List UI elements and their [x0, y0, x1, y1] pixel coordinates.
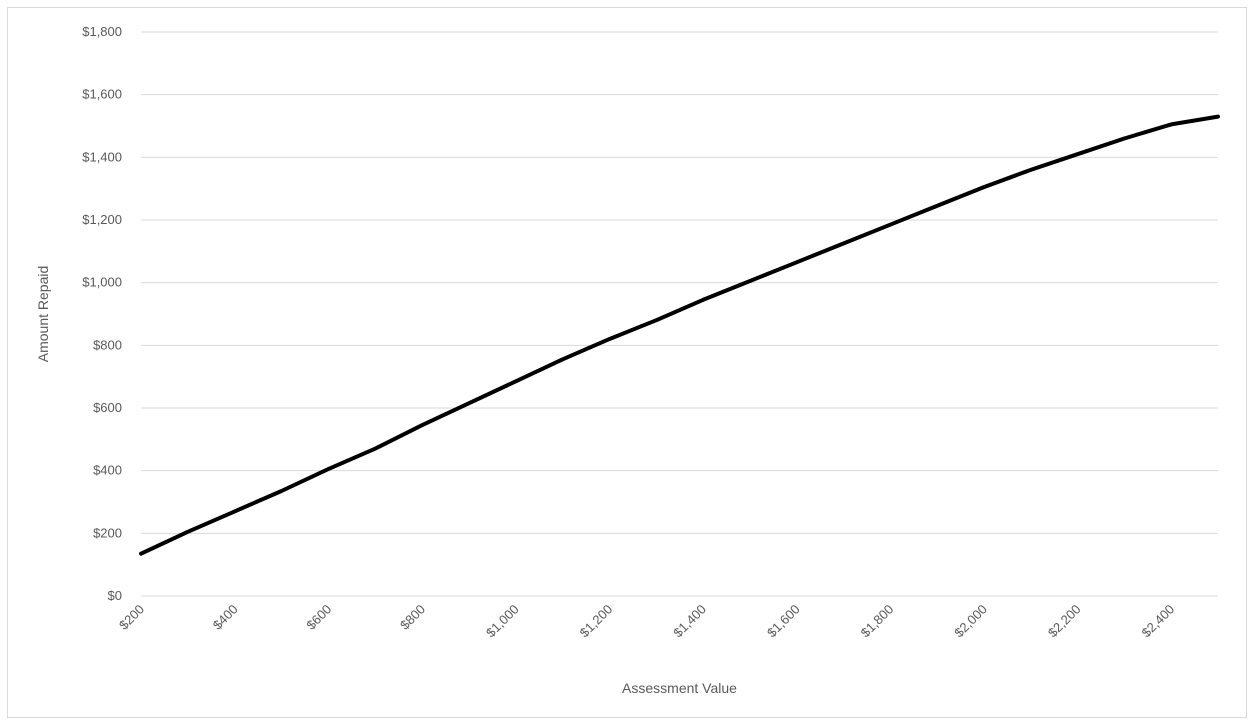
y-axis-tick-labels: $0 $200 $400 $600 $800 $1,000 $1,200 $1,400 $1,6…	[82, 24, 122, 603]
series-layer	[139, 114, 1220, 556]
y-tick-label: $1,600	[82, 87, 122, 102]
x-tick-label: $400	[210, 602, 241, 633]
y-axis-title: Amount Repaid	[35, 266, 51, 363]
line-chart: $0$200$400$600$800$1,000$1,200$1,400$1,6…	[35, 24, 1220, 696]
x-tick-label: $2,200	[1045, 602, 1084, 641]
series-line	[139, 114, 1220, 556]
x-axis-tick-labels: $200 $400 $600 $800 $1,000 $1,200 $1,400 $1,600…	[116, 602, 1177, 641]
x-tick-label: $2,000	[951, 602, 990, 641]
gridlines	[141, 31, 1218, 597]
y-tick-label: $1,200	[82, 212, 122, 227]
x-tick-label: $1,200	[577, 602, 616, 641]
x-tick-label: $800	[397, 602, 428, 633]
x-tick-label: $2,400	[1139, 602, 1178, 641]
x-tick-label: $600	[303, 602, 334, 633]
y-tick-label: $0	[108, 588, 122, 603]
y-tick-label: $200	[93, 525, 122, 540]
chart-frame: $0 $200 $400 $600 $800 $1,000 $1,200 $1,400 $1,6…	[7, 7, 1247, 718]
y-tick-label: $800	[93, 337, 122, 352]
x-axis-title: Assessment Value	[622, 680, 737, 696]
y-tick-label: $600	[93, 400, 122, 415]
y-tick-label: $1,400	[82, 149, 122, 164]
x-tick-label: $1,400	[670, 602, 709, 641]
y-tick-label: $400	[93, 463, 122, 478]
x-tick-label: $1,000	[483, 602, 522, 641]
x-tick-label: $1,800	[858, 602, 897, 641]
x-tick-label: $200	[116, 602, 147, 633]
x-tick-label: $1,600	[764, 602, 803, 641]
y-tick-label: $1,800	[82, 24, 122, 39]
y-tick-label: $1,000	[82, 275, 122, 290]
